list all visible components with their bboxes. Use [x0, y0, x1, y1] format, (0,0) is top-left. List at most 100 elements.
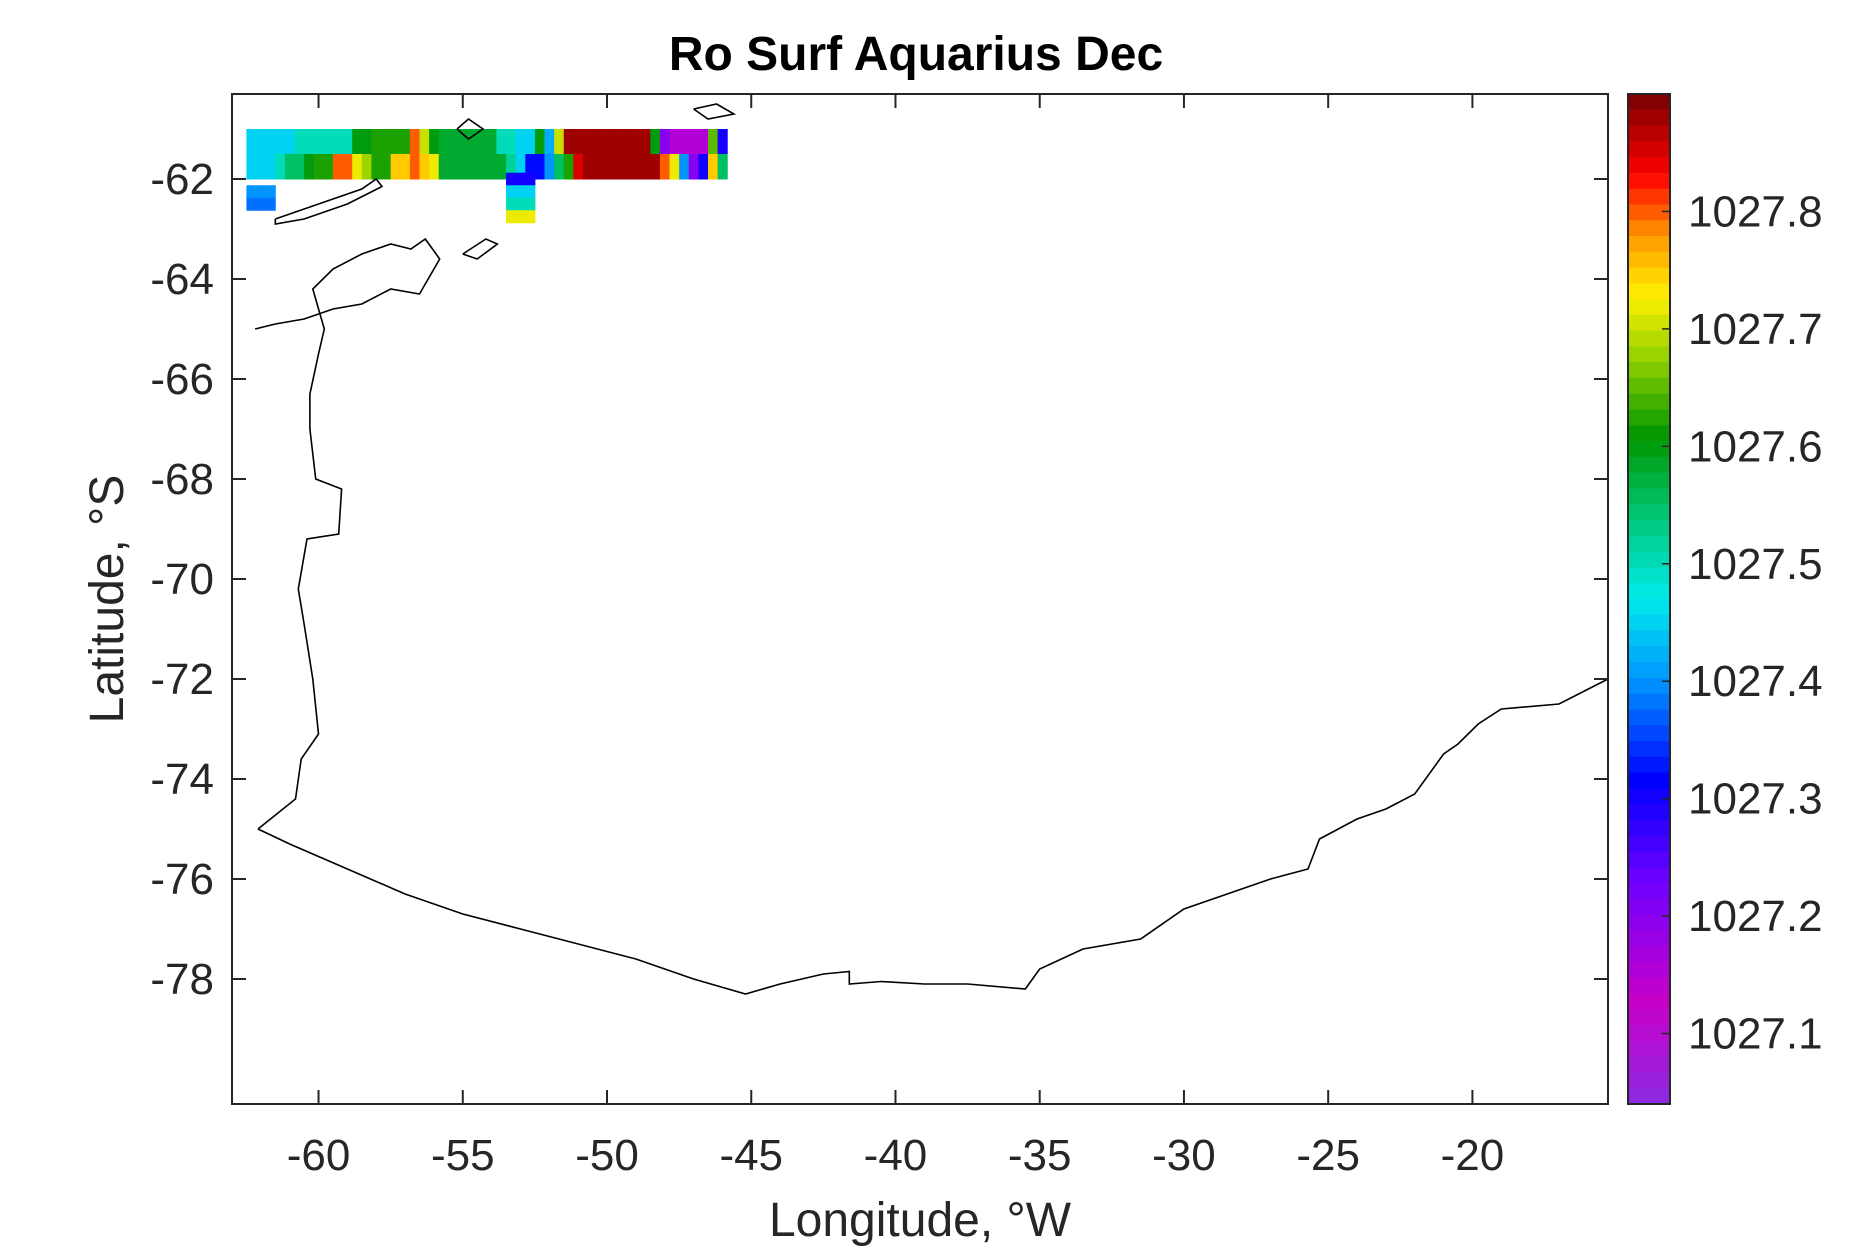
heatmap-cell	[256, 154, 267, 180]
colorbar-band	[1628, 1009, 1670, 1026]
colorbar-band	[1628, 788, 1670, 805]
x-tick-label: -20	[1441, 1131, 1505, 1180]
colorbar-band	[1628, 646, 1670, 663]
heatmap-cell	[506, 129, 517, 155]
heatmap-cell	[265, 154, 276, 180]
heatmap-cell	[679, 129, 690, 155]
heatmap-cell	[640, 154, 651, 180]
heatmap-cell	[467, 154, 478, 180]
colorbar-band	[1628, 1040, 1670, 1058]
heatmap-cell	[621, 154, 632, 180]
heatmap-cell	[602, 154, 613, 180]
heatmap-cell	[650, 154, 661, 180]
heatmap-cell	[669, 154, 680, 180]
colorbar-band	[1628, 314, 1670, 332]
colorbar-band	[1628, 1056, 1670, 1074]
colorbar-band	[1628, 725, 1670, 742]
colorbar-band	[1628, 1072, 1670, 1089]
colorbar-band	[1628, 835, 1670, 853]
heatmap-cell	[409, 129, 421, 155]
heatmap-cell	[371, 154, 382, 180]
colorbar-band	[1628, 677, 1670, 695]
heatmap-cell	[361, 129, 372, 155]
heatmap-cell	[419, 129, 430, 155]
colorbar-band	[1628, 94, 1670, 111]
x-tick-label: -40	[864, 1131, 928, 1180]
peninsula-coastline	[254, 237, 441, 830]
colorbar-band	[1628, 883, 1670, 900]
heatmap-cell	[496, 129, 507, 155]
island-outline	[462, 238, 499, 260]
heatmap-cell	[554, 129, 565, 155]
y-tick-label: -70	[150, 555, 214, 604]
heatmap-cell	[284, 154, 296, 180]
heatmap-cell	[582, 154, 594, 180]
heatmap-cell	[621, 129, 632, 155]
heatmap-cell	[525, 154, 536, 180]
heatmap-cell	[332, 154, 344, 180]
heatmap-cell	[592, 154, 603, 180]
island-outline	[693, 103, 737, 120]
heatmap-cell	[313, 129, 324, 155]
heatmap-cell	[390, 154, 401, 180]
colorbar-band	[1628, 867, 1670, 884]
x-tick-label: -60	[287, 1131, 351, 1180]
heatmap-cell	[457, 154, 469, 180]
colorbar-gradient	[1628, 94, 1670, 1105]
heatmap-cell	[409, 154, 421, 180]
heatmap-cell	[246, 197, 262, 211]
heatmap-cell	[342, 129, 353, 155]
heatmap-cell	[544, 154, 555, 180]
heatmap-cell	[563, 129, 574, 155]
x-tick-label: -30	[1152, 1131, 1216, 1180]
heatmap-cell	[520, 210, 536, 224]
heatmap-cell	[506, 197, 521, 211]
heatmap-cell	[400, 129, 411, 155]
colorbar-band	[1628, 378, 1670, 395]
heatmap-cell	[352, 154, 363, 180]
colorbar-band	[1628, 236, 1670, 253]
plot-frame	[231, 93, 1609, 1105]
colorbar-band	[1628, 946, 1670, 963]
colorbar-band	[1628, 220, 1670, 237]
heatmap-cell	[582, 129, 594, 155]
heatmap-cell	[659, 154, 671, 180]
colorbar-band	[1628, 283, 1670, 300]
heatmap-cell	[573, 154, 584, 180]
colorbar-band	[1628, 330, 1670, 348]
colorbar-band	[1628, 520, 1670, 537]
colorbar-band	[1628, 109, 1670, 127]
heatmap-cell	[371, 129, 382, 155]
heatmap-cell	[486, 154, 497, 180]
colorbar-band	[1628, 188, 1670, 206]
heatmap-cell	[477, 129, 488, 155]
colorbar-band	[1628, 172, 1670, 190]
colorbar-band	[1628, 977, 1670, 995]
colorbar-ticks: 1027.1 1027.2 1027.3 1027.4 1027.5 1027.6 1027…	[1662, 187, 1823, 1059]
colorbar-tick-label: 1027.7	[1688, 305, 1823, 354]
heatmap-cell	[698, 154, 709, 180]
colorbar-band	[1628, 583, 1670, 600]
heatmap-cell	[381, 154, 392, 180]
heatmap-cell	[477, 154, 488, 180]
heatmap-cell	[679, 154, 690, 180]
heatmap-cell	[313, 154, 324, 180]
heatmap-cell	[602, 129, 613, 155]
colorbar-band	[1628, 299, 1670, 316]
heatmap-cell	[631, 129, 642, 155]
colorbar-band	[1628, 614, 1670, 632]
y-tick-label: -62	[150, 155, 214, 204]
heatmap-cell	[294, 129, 305, 155]
y-tick-label: -66	[150, 355, 214, 404]
colorbar-band	[1628, 472, 1670, 490]
heatmap-cell	[304, 154, 315, 180]
heatmap-cell	[707, 154, 719, 180]
colorbar-band	[1628, 961, 1670, 979]
heatmap-cell	[342, 154, 353, 180]
colorbar-band	[1628, 630, 1670, 647]
colorbar-band	[1628, 535, 1670, 553]
heatmap-cell	[520, 172, 536, 186]
colorbar-band	[1628, 441, 1670, 458]
heatmap-cell	[260, 185, 276, 199]
heatmap-cell	[496, 154, 507, 180]
